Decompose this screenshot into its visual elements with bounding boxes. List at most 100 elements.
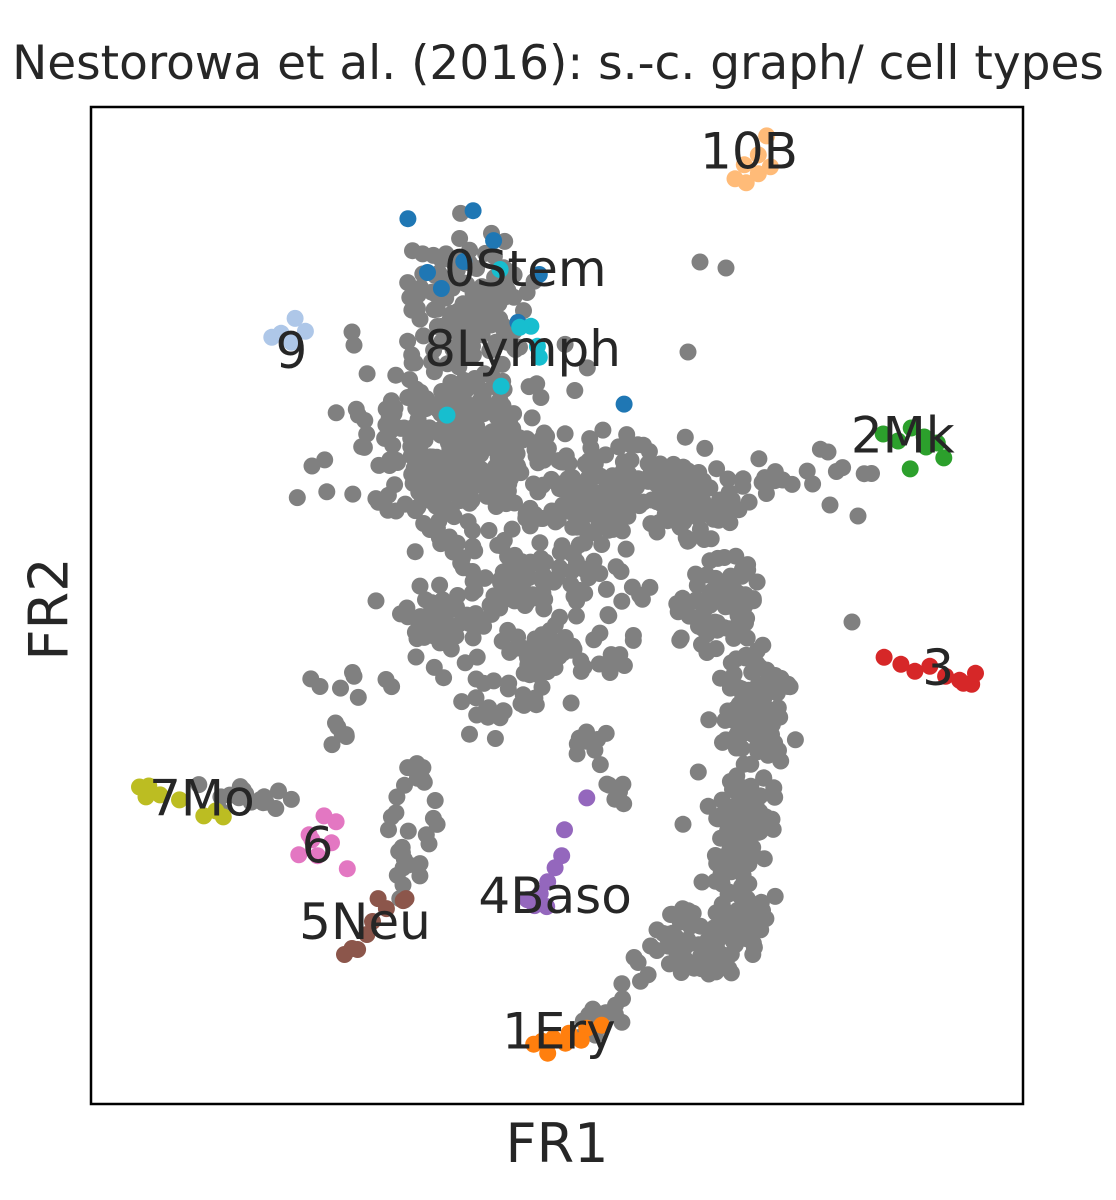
background-point xyxy=(425,301,443,319)
background-point xyxy=(607,558,625,576)
background-point xyxy=(756,469,774,487)
background-point xyxy=(190,776,208,794)
background-point xyxy=(468,706,486,724)
background-point xyxy=(748,573,766,591)
background-point xyxy=(399,274,417,292)
background-point xyxy=(438,355,456,373)
background-point xyxy=(727,739,745,757)
background-point xyxy=(408,755,426,773)
background-point xyxy=(576,584,594,602)
cluster-label: 1Ery xyxy=(502,1003,616,1061)
cluster-point xyxy=(874,425,892,443)
cluster-point xyxy=(263,328,281,346)
background-point xyxy=(744,946,762,963)
cluster-point xyxy=(377,900,395,918)
background-point xyxy=(515,664,533,682)
background-point xyxy=(586,495,603,513)
cluster-point xyxy=(327,813,345,831)
background-point xyxy=(415,515,433,532)
cluster-point xyxy=(286,309,304,327)
background-point xyxy=(700,711,718,729)
cluster-point xyxy=(901,460,919,478)
background-point xyxy=(717,259,735,277)
cluster-point xyxy=(323,834,340,852)
background-point xyxy=(821,496,839,514)
background-point xyxy=(318,483,336,501)
cluster-point xyxy=(892,655,910,673)
background-point xyxy=(639,966,657,984)
background-point xyxy=(452,350,470,368)
cluster-point xyxy=(282,333,300,351)
cluster-label: 0Stem xyxy=(444,240,607,298)
background-point xyxy=(532,389,550,406)
cluster-point xyxy=(364,913,381,930)
background-point xyxy=(568,745,586,763)
background-point xyxy=(529,666,547,684)
background-point xyxy=(648,523,666,541)
background-point xyxy=(468,260,486,277)
background-point xyxy=(726,700,744,718)
background-point xyxy=(457,484,475,502)
cluster-point xyxy=(309,847,326,865)
background-point xyxy=(389,454,406,471)
cluster-point xyxy=(758,127,776,145)
background-point xyxy=(668,595,686,613)
background-point xyxy=(477,244,494,262)
background-point xyxy=(755,769,773,787)
background-point xyxy=(403,301,421,319)
background-point xyxy=(344,485,362,503)
background-point xyxy=(443,304,461,322)
background-point xyxy=(699,931,717,949)
cluster-label: 9 xyxy=(275,322,307,380)
cluster-point xyxy=(572,1031,590,1049)
cluster-point xyxy=(491,261,509,278)
background-point xyxy=(431,576,449,594)
background-point xyxy=(230,789,248,807)
background-point xyxy=(729,725,746,743)
background-point xyxy=(499,472,517,490)
cluster-label: 2Mk xyxy=(851,407,955,465)
cluster-point xyxy=(399,210,417,228)
cluster-label: 10B xyxy=(700,122,798,180)
background-point xyxy=(613,592,631,610)
background-point xyxy=(344,664,361,681)
background-point xyxy=(593,536,611,553)
cluster-point xyxy=(921,657,939,675)
background-point xyxy=(551,543,569,561)
background-point xyxy=(426,792,444,809)
background-point xyxy=(855,465,873,483)
background-point xyxy=(719,822,737,840)
background-point xyxy=(700,957,718,975)
background-point xyxy=(486,440,504,458)
cluster-point xyxy=(290,846,308,864)
background-point xyxy=(705,589,723,606)
background-point xyxy=(757,485,775,502)
background-point xyxy=(467,670,485,688)
background-point xyxy=(468,648,486,666)
background-point xyxy=(714,733,731,751)
background-point xyxy=(662,462,679,480)
background-point xyxy=(288,489,306,507)
cluster-point xyxy=(171,791,188,809)
background-point xyxy=(411,577,429,595)
background-point xyxy=(507,341,524,358)
background-point xyxy=(719,470,737,488)
background-point xyxy=(411,867,429,885)
background-point xyxy=(648,942,666,959)
background-point xyxy=(722,654,740,672)
background-point xyxy=(503,520,521,538)
background-point xyxy=(506,546,524,564)
background-point xyxy=(406,502,424,520)
background-point xyxy=(435,633,453,651)
background-point xyxy=(461,725,478,743)
background-point xyxy=(708,621,726,639)
cluster-point xyxy=(749,146,767,164)
background-point xyxy=(735,892,753,910)
background-point xyxy=(716,711,734,729)
background-point xyxy=(377,671,395,688)
background-point xyxy=(568,514,586,532)
background-point xyxy=(713,791,731,809)
background-point xyxy=(738,917,756,935)
background-point xyxy=(521,553,539,571)
